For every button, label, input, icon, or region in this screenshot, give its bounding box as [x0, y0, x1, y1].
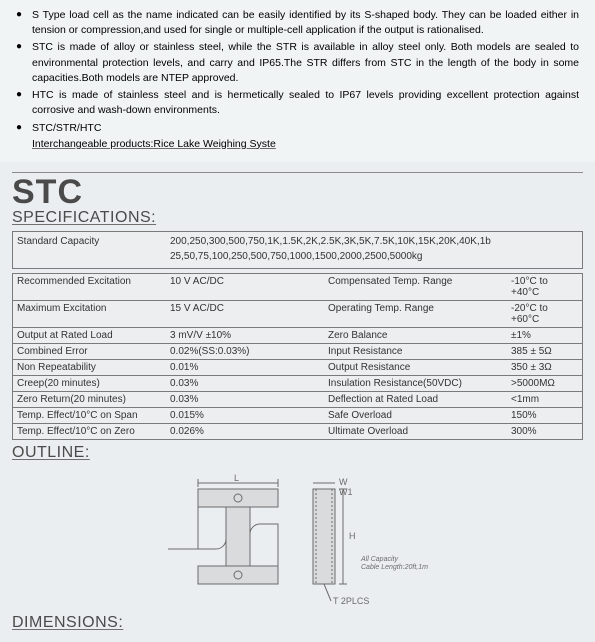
- spec-label: Non Repeatability: [13, 359, 167, 375]
- spec-label: Standard Capacity: [13, 231, 167, 268]
- outline-diagram: L W W1 H T 2PLCS All Capacity C: [12, 468, 583, 614]
- spec-label: Temp. Effect/10°C on Zero: [13, 423, 167, 439]
- table-row: Combined Error0.02%(SS:0.03%)Input Resis…: [13, 343, 583, 359]
- spec-value: 350 ± 3Ω: [507, 359, 583, 375]
- spec-value: 0.01%: [166, 359, 324, 375]
- table-row: Maximum Excitation15 V AC/DCOperating Te…: [13, 300, 583, 327]
- bullet-item: STC/STR/HTC: [16, 121, 579, 136]
- dimensions-heading: DIMENSIONS:: [12, 614, 583, 632]
- spec-value: 200,250,300,500,750,1K,1.5K,2K,2.5K,3K,5…: [166, 231, 583, 268]
- spec-section: STC SPECIFICATIONS: Standard Capacity 20…: [0, 162, 595, 642]
- dimension-diagram: L W W1 H T 2PLCS All Capacity C: [138, 474, 458, 604]
- table-row: Standard Capacity 200,250,300,500,750,1K…: [13, 231, 583, 268]
- spec-label: Output Resistance: [324, 359, 507, 375]
- spec-value: ±1%: [507, 327, 583, 343]
- spec-label: Safe Overload: [324, 407, 507, 423]
- spec-label: Recommended Excitation: [13, 273, 167, 300]
- outline-heading: OUTLINE:: [12, 444, 583, 462]
- table-row: Non Repeatability0.01%Output Resistance3…: [13, 359, 583, 375]
- table-row: Temp. Effect/10°C on Zero0.026%Ultimate …: [13, 423, 583, 439]
- spec-value: 0.02%(SS:0.03%): [166, 343, 324, 359]
- spec-value: 0.015%: [166, 407, 324, 423]
- dim-H: H: [349, 531, 356, 541]
- spec-label: Combined Error: [13, 343, 167, 359]
- diagram-note: Cable Length:20ft,1m: [361, 564, 428, 571]
- spec-value: 150%: [507, 407, 583, 423]
- spec-value: 3 mV/V ±10%: [166, 327, 324, 343]
- table-row: Creep(20 minutes)0.03%Insulation Resista…: [13, 375, 583, 391]
- spec-label: Maximum Excitation: [13, 300, 167, 327]
- table-row: Output at Rated Load3 mV/V ±10%Zero Bala…: [13, 327, 583, 343]
- spec-value: 300%: [507, 423, 583, 439]
- diagram-note: All Capacity: [360, 556, 398, 563]
- spec-label: Compensated Temp. Range: [324, 273, 507, 300]
- spec-label: Zero Return(20 minutes): [13, 391, 167, 407]
- spec-value: 10 V AC/DC: [166, 273, 324, 300]
- spec-value: <1mm: [507, 391, 583, 407]
- spec-label: Zero Balance: [324, 327, 507, 343]
- spec-value: >5000MΩ: [507, 375, 583, 391]
- bullet-item: S Type load cell as the name indicated c…: [16, 8, 579, 38]
- table-row: Recommended Excitation10 V AC/DCCompensa…: [13, 273, 583, 300]
- spec-label: Deflection at Rated Load: [324, 391, 507, 407]
- dim-T: T 2PLCS: [333, 596, 369, 604]
- spec-value: 0.03%: [166, 375, 324, 391]
- bullet-item: STC is made of alloy or stainless steel,…: [16, 40, 579, 86]
- spec-value: 15 V AC/DC: [166, 300, 324, 327]
- dim-L: L: [234, 474, 239, 483]
- spec-table-body: Recommended Excitation10 V AC/DCCompensa…: [12, 273, 583, 440]
- spec-label: Operating Temp. Range: [324, 300, 507, 327]
- table-row: Temp. Effect/10°C on Span0.015%Safe Over…: [13, 407, 583, 423]
- spec-label: Ultimate Overload: [324, 423, 507, 439]
- description-section: S Type load cell as the name indicated c…: [0, 0, 595, 162]
- spec-value: 0.026%: [166, 423, 324, 439]
- table-row: Zero Return(20 minutes)0.03%Deflection a…: [13, 391, 583, 407]
- spec-value: -10°C to +40°C: [507, 273, 583, 300]
- spec-label: Creep(20 minutes): [13, 375, 167, 391]
- dim-W: W: [339, 477, 348, 487]
- divider: [12, 172, 583, 173]
- spec-label: Output at Rated Load: [13, 327, 167, 343]
- spec-value: -20°C to +60°C: [507, 300, 583, 327]
- spec-table: Standard Capacity 200,250,300,500,750,1K…: [12, 231, 583, 269]
- bullet-item: HTC is made of stainless steel and is he…: [16, 88, 579, 118]
- spec-value: 0.03%: [166, 391, 324, 407]
- spec-label: Input Resistance: [324, 343, 507, 359]
- spec-label: Temp. Effect/10°C on Span: [13, 407, 167, 423]
- specifications-heading: SPECIFICATIONS:: [12, 209, 583, 227]
- description-bullets: S Type load cell as the name indicated c…: [16, 8, 579, 136]
- product-title: STC: [12, 175, 583, 209]
- interchangeable-text: Interchangeable products:Rice Lake Weigh…: [16, 138, 579, 150]
- spec-value: 385 ± 5Ω: [507, 343, 583, 359]
- spec-label: Insulation Resistance(50VDC): [324, 375, 507, 391]
